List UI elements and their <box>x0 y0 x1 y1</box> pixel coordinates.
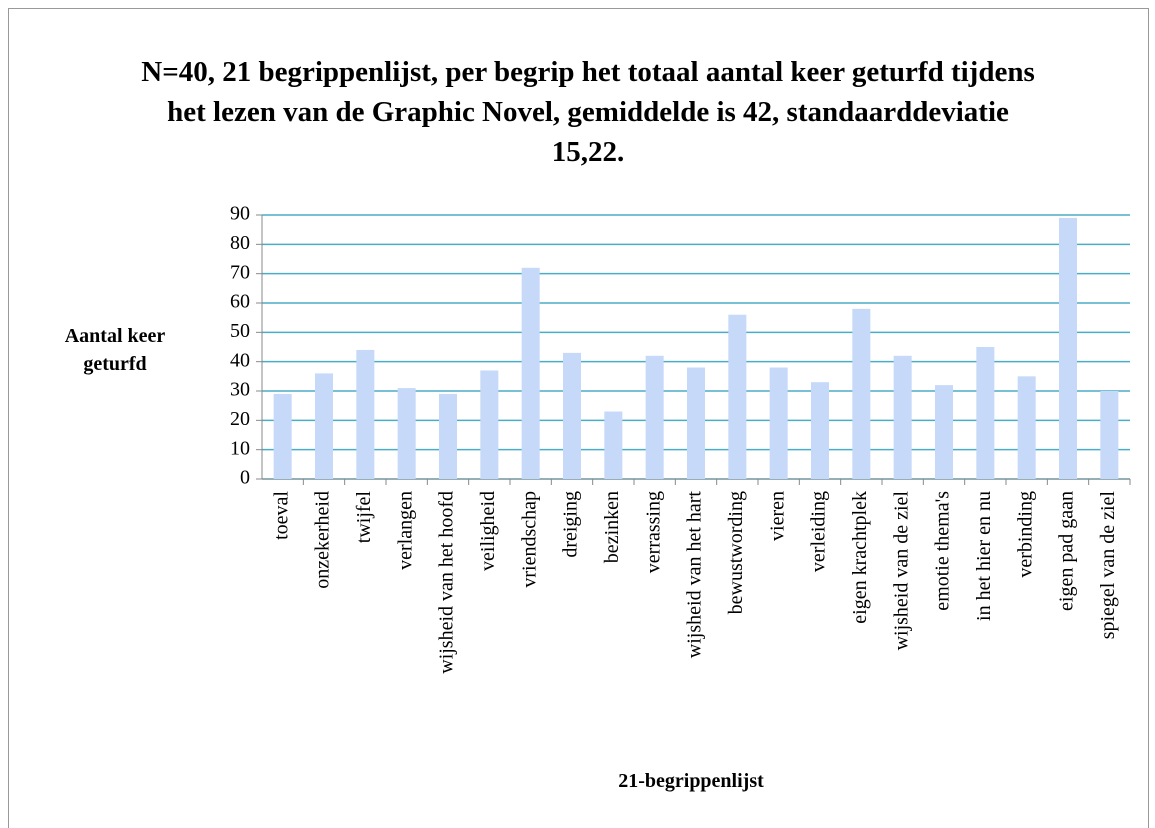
x-tick-label: wijsheid van de ziel <box>890 491 912 651</box>
x-tick-label: bezinken <box>601 491 623 563</box>
x-tick-label: wijsheid van het hoofd <box>436 491 458 674</box>
y-tick-label: 60 <box>230 291 250 313</box>
y-axis-label: Aantal keer geturfd <box>64 325 166 375</box>
x-tick-label: in het hier en nu <box>973 491 995 621</box>
x-tick-label: dreiging <box>560 491 582 558</box>
x-tick-label: verlangen <box>394 491 416 570</box>
bar <box>893 355 912 479</box>
chart-frame <box>8 8 1149 828</box>
y-tick-label: 90 <box>230 203 250 225</box>
chart-title: N=40, 21 begrippenlijst, per begrip het … <box>141 56 1035 168</box>
x-tick-label: twijfel <box>353 491 375 544</box>
y-tick-label: 70 <box>230 261 250 283</box>
x-tick-label: vieren <box>766 491 788 541</box>
x-tick-label: bewustwording <box>725 491 747 614</box>
x-tick-label: eigen krachtplek <box>849 491 871 624</box>
y-tick-label: 20 <box>230 408 250 430</box>
bar <box>604 411 623 479</box>
bar <box>728 314 747 479</box>
bar <box>811 382 829 479</box>
bar <box>273 393 292 479</box>
x-tick-label: spiegel van de ziel <box>1097 491 1119 640</box>
y-tick-label: 30 <box>230 379 250 401</box>
bar <box>480 370 499 479</box>
x-axis-label: 21-begrippenlijst <box>618 770 764 792</box>
x-tick-label: toeval <box>270 491 292 540</box>
bar <box>521 267 540 479</box>
bar <box>563 352 581 479</box>
x-tick-label: verrassing <box>642 491 664 573</box>
y-tick-label: 0 <box>240 467 250 489</box>
x-tick-label: onzekerheid <box>312 491 334 589</box>
bar <box>852 308 871 479</box>
x-tick-label: wijsheid van het hart <box>684 491 706 659</box>
y-tick-label: 10 <box>230 437 250 459</box>
bar <box>439 393 457 479</box>
bar <box>315 373 333 479</box>
bar <box>1059 217 1077 479</box>
bar <box>645 355 664 479</box>
bar <box>769 367 788 479</box>
bar <box>687 367 705 479</box>
x-tick-label: emotie thema's <box>932 491 954 611</box>
bar <box>397 388 416 479</box>
bar <box>976 347 995 479</box>
x-tick-label: eigen pad gaan <box>1056 491 1078 611</box>
bar <box>935 385 953 479</box>
x-tick-label: veiligheid <box>477 491 499 571</box>
y-tick-label: 50 <box>230 320 250 342</box>
bar <box>1100 391 1119 479</box>
x-tick-label: verleiding <box>808 491 830 572</box>
x-tick-label: vriendschap <box>518 491 540 588</box>
y-tick-label: 40 <box>230 349 250 371</box>
x-tick-label: verbinding <box>1014 491 1036 578</box>
bar <box>356 349 375 479</box>
bar <box>1017 376 1036 479</box>
y-tick-label: 80 <box>230 232 250 254</box>
